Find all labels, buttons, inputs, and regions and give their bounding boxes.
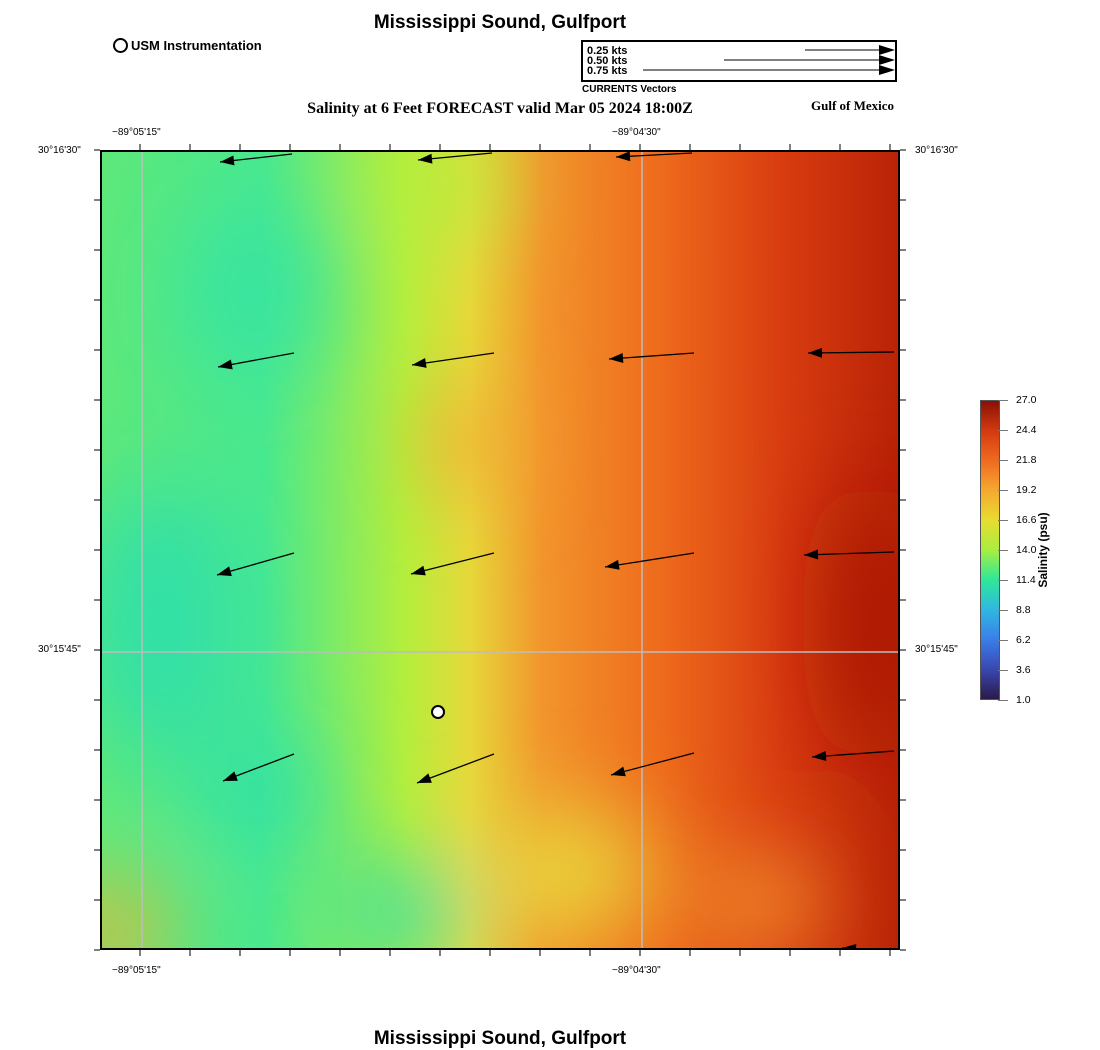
colorbar-tick-label: 3.6 (1016, 664, 1031, 676)
current-vector-arrow (610, 752, 695, 777)
station-legend-label: USM Instrumentation (131, 38, 262, 53)
current-vector-arrow (410, 552, 495, 576)
lon-tick-label: −89°04'30" (612, 127, 661, 138)
current-vector-arrow (615, 152, 693, 162)
current-vector-arrow (608, 352, 695, 364)
current-vector-arrow (417, 152, 493, 164)
colorbar-tick-label: 27.0 (1016, 394, 1037, 406)
station-legend: USM Instrumentation (113, 38, 262, 53)
usm-station-marker[interactable] (431, 705, 445, 719)
colorbar-tick (998, 490, 1008, 491)
lon-tick-label: −89°05'15" (112, 127, 161, 138)
lat-tick-label: 30°15'45" (915, 644, 958, 655)
lat-tick-label: 30°16'30" (38, 145, 81, 156)
colorbar-tick-label: 24.4 (1016, 424, 1037, 436)
current-vector-arrow (219, 153, 293, 166)
current-vector-arrow (216, 552, 295, 576)
colorbar-tick-label: 16.6 (1016, 514, 1037, 526)
colorbar-tick-label: 14.0 (1016, 544, 1037, 556)
region-label: Gulf of Mexico (811, 98, 895, 113)
vector-legend-caption: CURRENTS Vectors (582, 84, 677, 95)
colorbar-tick (998, 670, 1008, 671)
colorbar-tick-label: 1.0 (1016, 694, 1031, 706)
vector-legend-label: 0.50 kts (587, 55, 628, 67)
salinity-map[interactable] (100, 150, 900, 950)
salinity-colorbar (980, 400, 1000, 700)
colorbar-tick (998, 460, 1008, 461)
current-vector-arrow (222, 753, 295, 782)
colorbar-tick (998, 520, 1008, 521)
current-vector-arrow (807, 347, 895, 358)
vector-legend: 0.25 kts 0.50 kts 0.75 kts (581, 40, 897, 82)
vector-legend-label: 0.25 kts (587, 45, 628, 57)
colorbar-tick (998, 430, 1008, 431)
colorbar-tick-label: 19.2 (1016, 484, 1037, 496)
forecast-subtitle: Salinity at 6 Feet FORECAST valid Mar 05… (307, 100, 693, 117)
colorbar-title: Salinity (psu) (1036, 512, 1050, 588)
current-vector-arrow (217, 352, 295, 370)
current-vector-arrow (411, 352, 495, 368)
colorbar-tick (998, 550, 1008, 551)
colorbar-tick-label: 11.4 (1016, 574, 1036, 586)
colorbar-tick (998, 610, 1008, 611)
colorbar-tick-label: 6.2 (1016, 634, 1031, 646)
lat-tick-label: 30°16'30" (915, 145, 958, 156)
colorbar-tick-label: 8.8 (1016, 604, 1031, 616)
current-vector-arrow (604, 552, 695, 570)
lon-tick-label: −89°05'15" (112, 965, 161, 976)
colorbar-tick (998, 640, 1008, 641)
map-title: Mississippi Sound, Gulfport (373, 12, 627, 33)
colorbar-tick (998, 700, 1008, 701)
lat-tick-label: 30°15'45" (38, 644, 81, 655)
colorbar-tick (998, 580, 1008, 581)
vector-legend-label: 0.75 kts (587, 65, 628, 77)
current-vector-arrow (842, 944, 857, 948)
current-vector-arrow (803, 549, 895, 560)
lon-tick-label: −89°04'30" (612, 965, 661, 976)
station-marker-icon (113, 38, 128, 53)
colorbar-tick (998, 400, 1008, 401)
current-vector-arrow (416, 753, 495, 784)
colorbar-tick-label: 21.8 (1016, 454, 1037, 466)
current-vector-arrow (811, 750, 895, 761)
vector-legend-arrows (643, 45, 895, 75)
footer-title: Mississippi Sound, Gulfport (373, 1028, 627, 1049)
